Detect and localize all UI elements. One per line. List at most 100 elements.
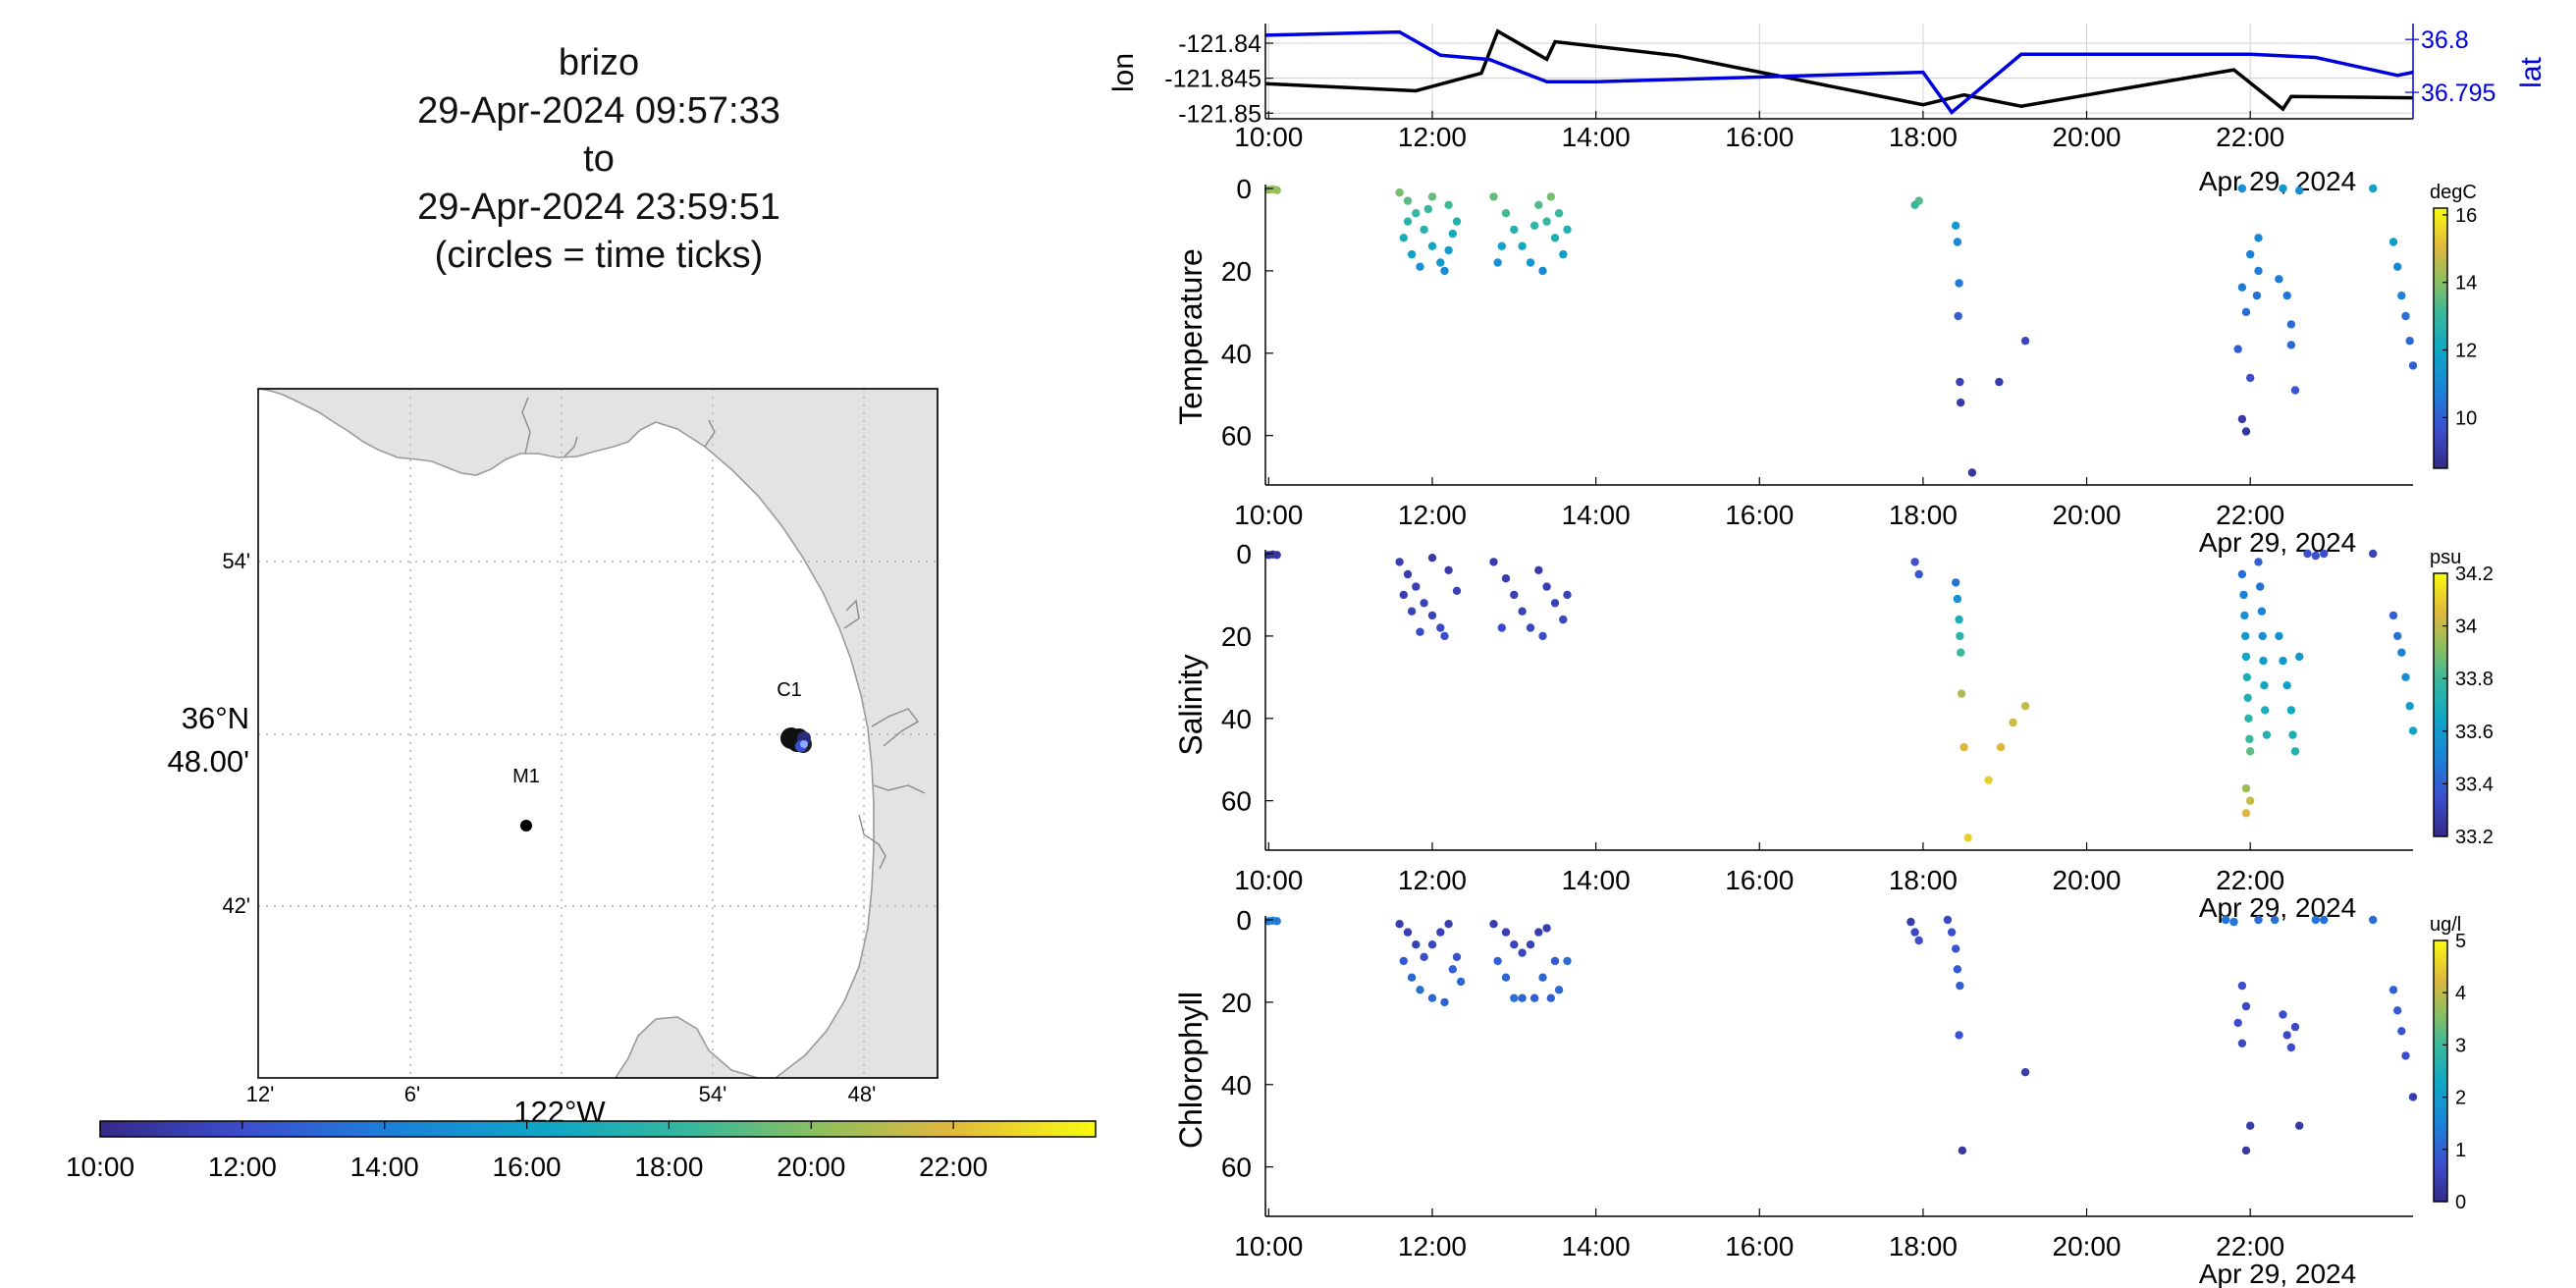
salinity-point [2282,681,2291,690]
salinity-point [2245,734,2254,743]
lon-tick-label: -121.845 [1164,66,1261,93]
chlorophyll-colorbar-tick-label: 4 [2455,983,2466,1004]
chlorophyll-point [2282,1031,2291,1040]
salinity-point [1563,590,1572,600]
salinity-point [1440,631,1449,641]
position-x-tick-label: 10:00 [1234,122,1303,152]
salinity-point [2237,569,2247,579]
end-time: 29-Apr-2024 23:59:51 [417,187,780,228]
temperature-x-tick-label: 18:00 [1889,500,1958,530]
salinity-point [1452,586,1462,595]
temperature-point [1272,186,1281,194]
chlorophyll-x-tick-label: 12:00 [1398,1231,1467,1261]
temperature-point [1497,242,1507,250]
temperature-point [2252,291,2262,300]
chlorophyll-point [2020,1068,2030,1077]
salinity-point [1542,582,1551,591]
salinity-point [1952,578,1960,587]
salinity-point [1914,569,1923,579]
salinity-point [2009,718,2017,727]
time-colorbar-label: 16:00 [493,1152,562,1182]
chlorophyll-point [1542,924,1551,933]
salinity-point [2242,672,2252,681]
chlorophyll-y-tick-label: 0 [1236,905,1252,936]
temperature-point [2290,386,2300,395]
time-colorbar-label: 12:00 [208,1152,277,1182]
station-m1-marker [520,820,532,832]
salinity-point [2369,549,2378,559]
chlorophyll-point [1955,1031,1963,1040]
temperature-point [1501,209,1511,218]
lat-tick-42: 42' [222,893,250,918]
salinity-point [1412,582,1421,591]
chlorophyll-point [2246,1121,2255,1130]
salinity-point [1526,623,1535,632]
salinity-point [2240,611,2249,620]
temperature-point [1416,262,1424,271]
lat-axis-label: lat [2515,56,2548,87]
temperature-x-tick-label: 12:00 [1398,500,1467,530]
salinity-point [2241,631,2250,641]
temperature-point [2246,249,2255,259]
chlorophyll-point [2369,915,2378,925]
temperature-point [2246,373,2255,383]
time-colorbar: 10:00 12:00 14:00 16:00 18:00 20:00 22:00 [66,1120,1097,1182]
temperature-point [2254,266,2263,276]
chlorophyll-point [1526,940,1535,949]
chlorophyll-point [2401,1051,2410,1060]
chlorophyll-point [1407,973,1417,982]
chlorophyll-point [1420,952,1428,961]
salinity-colorbar-unit: psu [2430,547,2461,568]
salinity-point [1996,742,2006,752]
salinity-point [1510,590,1519,600]
chlorophyll-point [1452,952,1462,961]
temperature-y-tick-label: 40 [1221,339,1252,369]
chlorophyll-point [2290,1022,2300,1032]
chlorophyll-point [1510,940,1519,949]
chlorophyll-colorbar-tick-label: 1 [2455,1140,2466,1161]
salinity-point [1420,599,1428,608]
vehicle-track [780,727,812,753]
chlorophyll-point [1953,965,1962,974]
river-line [843,599,860,629]
lon-tick-6: 6' [404,1082,420,1106]
chlorophyll-point [2295,1121,2304,1130]
chlorophyll-point [2233,1018,2242,1028]
lon-tick-label: -121.85 [1178,100,1261,128]
chlorophyll-point [1952,944,1960,953]
river-line [704,419,716,448]
temperature-point [1559,249,1568,259]
to-label: to [583,138,615,180]
temperature-point [2369,184,2378,193]
position-x-tick-label: 22:00 [2216,122,2284,152]
temperature-point [2233,345,2242,353]
temperature-point [1444,245,1453,255]
chlorophyll-point [1395,920,1404,929]
temperature-point [1910,200,1919,209]
salinity-point [2258,631,2267,641]
salinity-point [2286,706,2296,715]
salinity-point [2397,648,2406,657]
salinity-point [1444,565,1453,574]
temperature-point [2295,186,2304,195]
salinity-x-tick-label: 12:00 [1398,865,1467,895]
river-line [871,708,920,747]
salinity-y-tick-label: 40 [1221,704,1252,734]
chlorophyll-point [2237,981,2247,991]
lon-tick-48: 48' [848,1082,877,1106]
chlorophyll-point [2408,1093,2418,1101]
chlorophyll-point [1914,936,1923,945]
chlorophyll-point [2311,915,2320,925]
salinity-point [1957,648,1965,657]
salinity-point [2408,726,2418,735]
time-colorbar-label: 20:00 [777,1152,845,1182]
chlorophyll-point [1427,940,1437,949]
time-colorbar-label: 18:00 [634,1152,703,1182]
chlorophyll-point [1534,928,1543,937]
temperature-point [1952,221,1960,230]
chlorophyll-date-label: Apr 29, 2024 [2199,1259,2356,1288]
temperature-axis-label: Temperature [1173,248,1208,425]
temperature-point [1510,225,1519,235]
temperature-point [2286,341,2296,349]
